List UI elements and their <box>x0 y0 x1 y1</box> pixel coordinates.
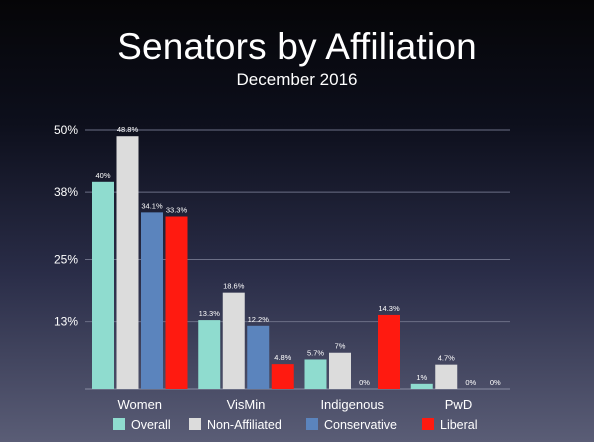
bar-overall-vismin <box>198 320 221 389</box>
legend-swatch <box>189 418 201 430</box>
data-label: 13.3% <box>199 309 221 318</box>
data-label: 4.7% <box>438 354 455 363</box>
bar-liberal-indigenous <box>378 314 400 389</box>
data-label: 48.8% <box>117 125 139 134</box>
bar-overall-women <box>92 181 114 389</box>
bar-non-affiliated-vismin <box>222 292 245 389</box>
bars <box>92 136 458 389</box>
bar-conservative-women <box>141 212 163 389</box>
legend-label: Liberal <box>440 418 478 432</box>
data-label: 1% <box>416 373 427 382</box>
bar-overall-indigenous <box>304 359 327 389</box>
y-tick-label: 38% <box>54 185 78 199</box>
data-label: 4.8% <box>274 353 291 362</box>
y-axis-ticks: 13% 25% 38% 50% <box>54 123 78 329</box>
bar-non-affiliated-women <box>116 136 139 389</box>
chart-title: Senators by Affiliation <box>117 26 477 67</box>
bar-liberal-women <box>165 216 188 389</box>
data-label: 5.7% <box>307 348 324 357</box>
y-tick-label: 25% <box>54 253 78 267</box>
data-label: 14.3% <box>378 304 400 313</box>
data-label: 40% <box>95 171 110 180</box>
bar-non-affiliated-pwd <box>435 364 458 389</box>
bar-non-affiliated-indigenous <box>329 352 351 389</box>
x-category-label: Indigenous <box>320 397 384 412</box>
data-label: 34.1% <box>141 201 163 210</box>
x-category-label: Women <box>117 397 162 412</box>
y-tick-label: 13% <box>54 315 78 329</box>
data-label: 7% <box>335 342 346 351</box>
data-label: 12.2% <box>248 315 270 324</box>
data-labels: 40% 48.8% 34.1% 33.3% 13.3% 18.6% 12.2% 4.8% 5.7… <box>95 125 501 387</box>
legend: Overall Non-Affiliated Conservative Liberal <box>113 418 478 432</box>
chart-subtitle: December 2016 <box>236 70 358 89</box>
legend-label: Overall <box>131 418 171 432</box>
y-tick-label: 50% <box>54 123 78 137</box>
bar-overall-pwd <box>410 383 433 389</box>
legend-swatch <box>422 418 434 430</box>
data-label: 0% <box>359 378 370 387</box>
bar-conservative-vismin <box>247 325 270 389</box>
legend-swatch <box>306 418 318 430</box>
x-category-label: VisMin <box>227 397 266 412</box>
data-label: 0% <box>465 378 476 387</box>
legend-label: Non-Affiliated <box>207 418 282 432</box>
x-category-label: PwD <box>445 397 472 412</box>
legend-label: Conservative <box>324 418 397 432</box>
bar-liberal-vismin <box>271 364 294 389</box>
data-label: 33.3% <box>166 206 188 215</box>
x-axis-categories: Women VisMin Indigenous PwD <box>117 397 472 412</box>
data-label: 0% <box>490 378 501 387</box>
data-label: 18.6% <box>223 282 245 291</box>
legend-swatch <box>113 418 125 430</box>
